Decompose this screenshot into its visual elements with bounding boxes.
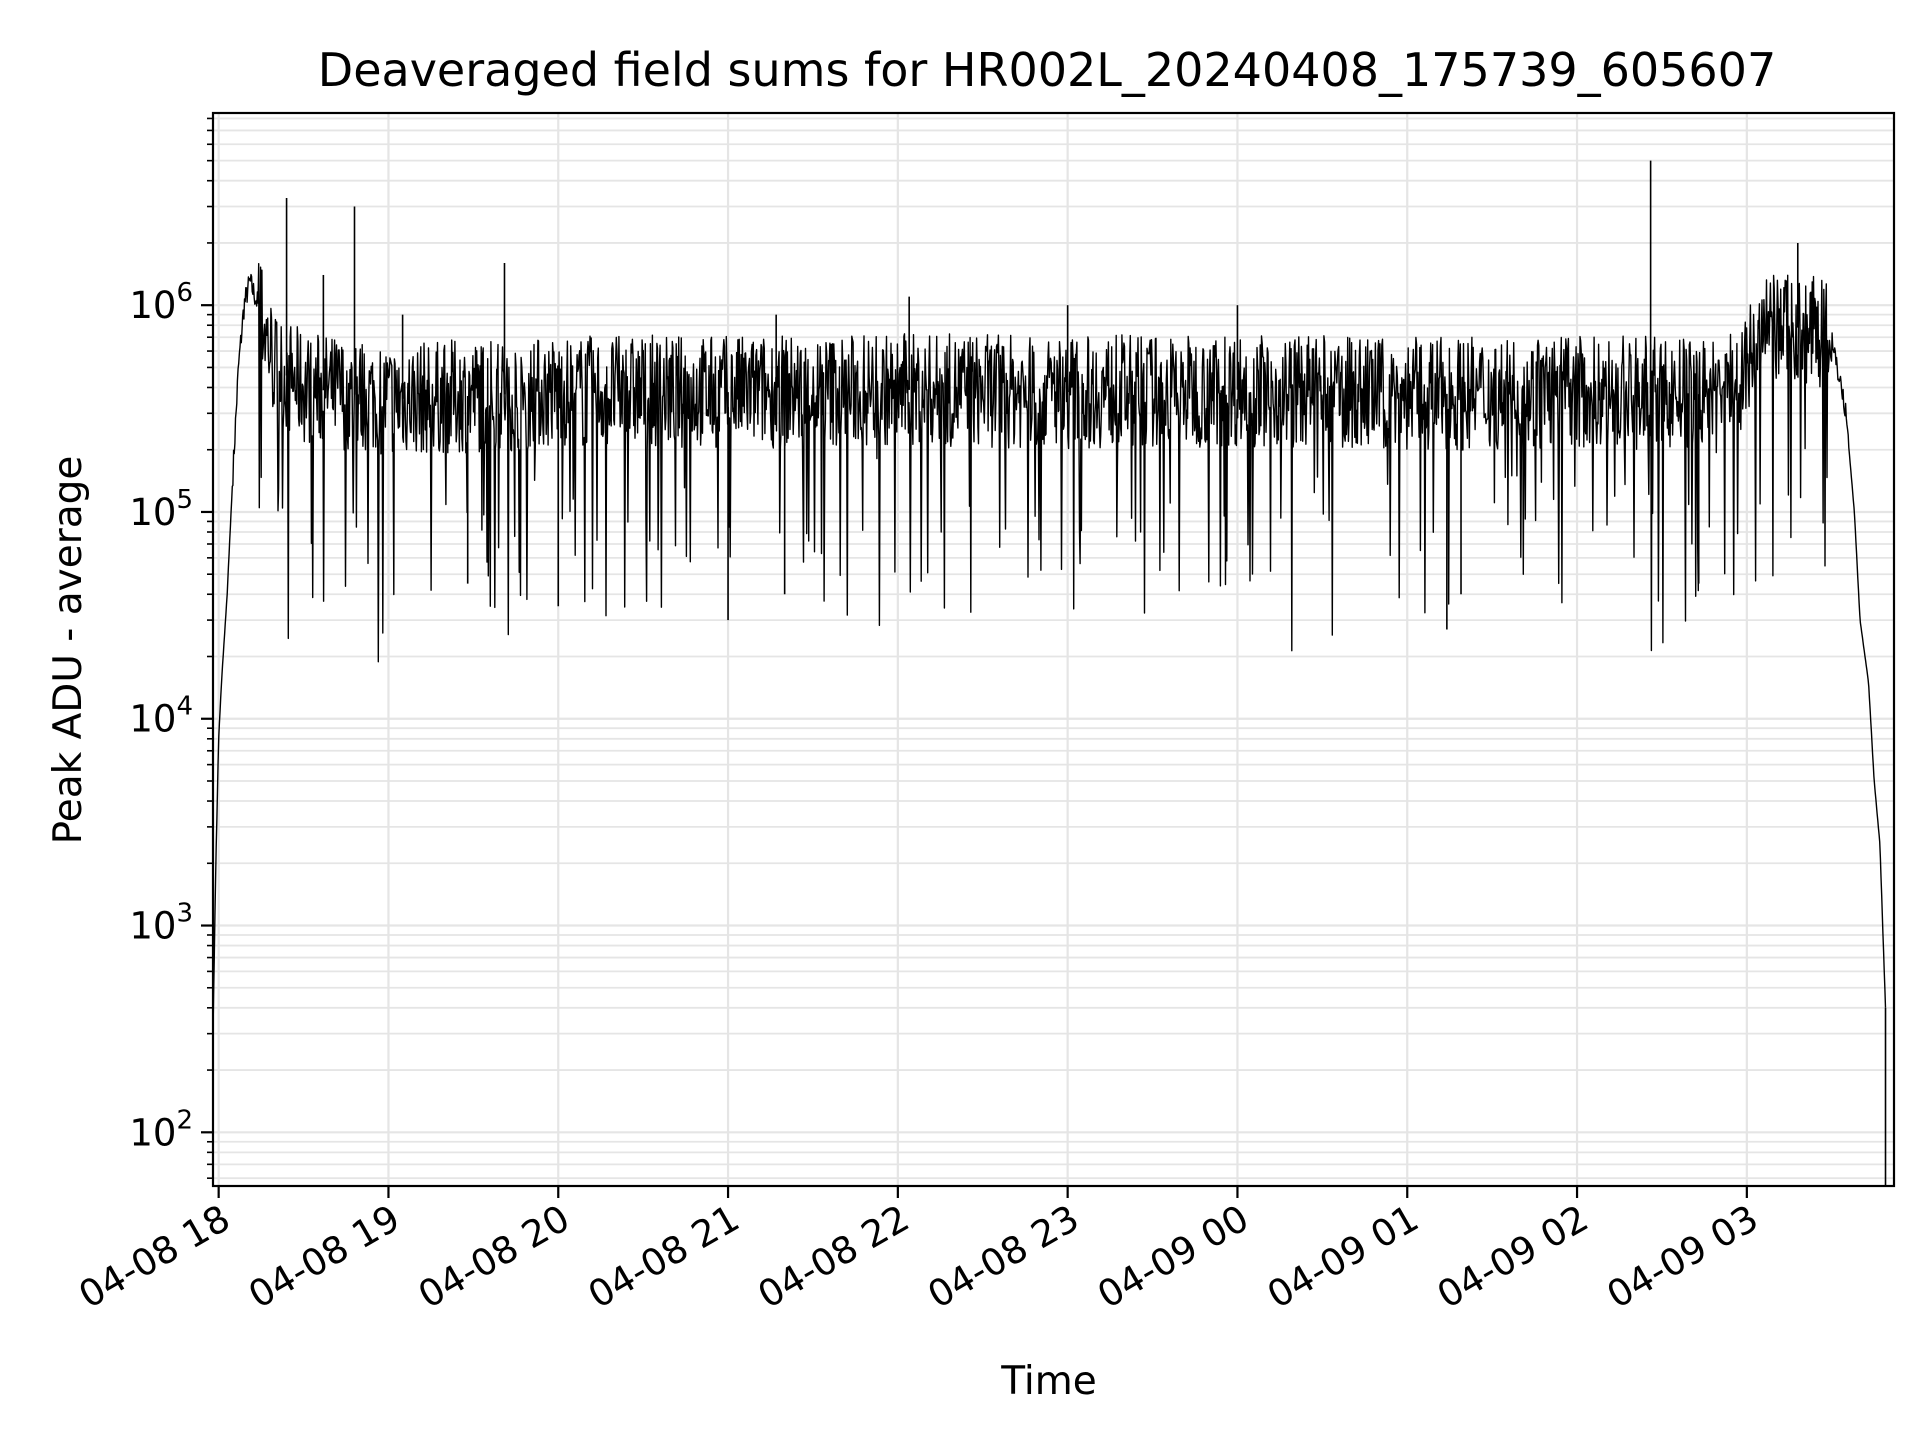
plot-frame <box>211 111 1896 1188</box>
y-axis: 102 103 104 105 106 <box>129 117 213 1179</box>
grid <box>213 113 1894 1186</box>
y-tick-label: 106 <box>129 278 193 327</box>
y-tick-label: 105 <box>129 485 193 534</box>
series-layer <box>212 160 1887 1186</box>
chart-title: Deaveraged field sums for HR002L_2024040… <box>318 43 1776 97</box>
x-axis-label: Time <box>1000 1359 1096 1404</box>
series-line <box>212 263 1887 1034</box>
y-tick-label: 102 <box>129 1105 193 1154</box>
y-axis-label: Peak ADU - average <box>46 456 91 845</box>
y-tick-label: 104 <box>129 692 193 741</box>
y-tick-label: 103 <box>129 899 193 948</box>
